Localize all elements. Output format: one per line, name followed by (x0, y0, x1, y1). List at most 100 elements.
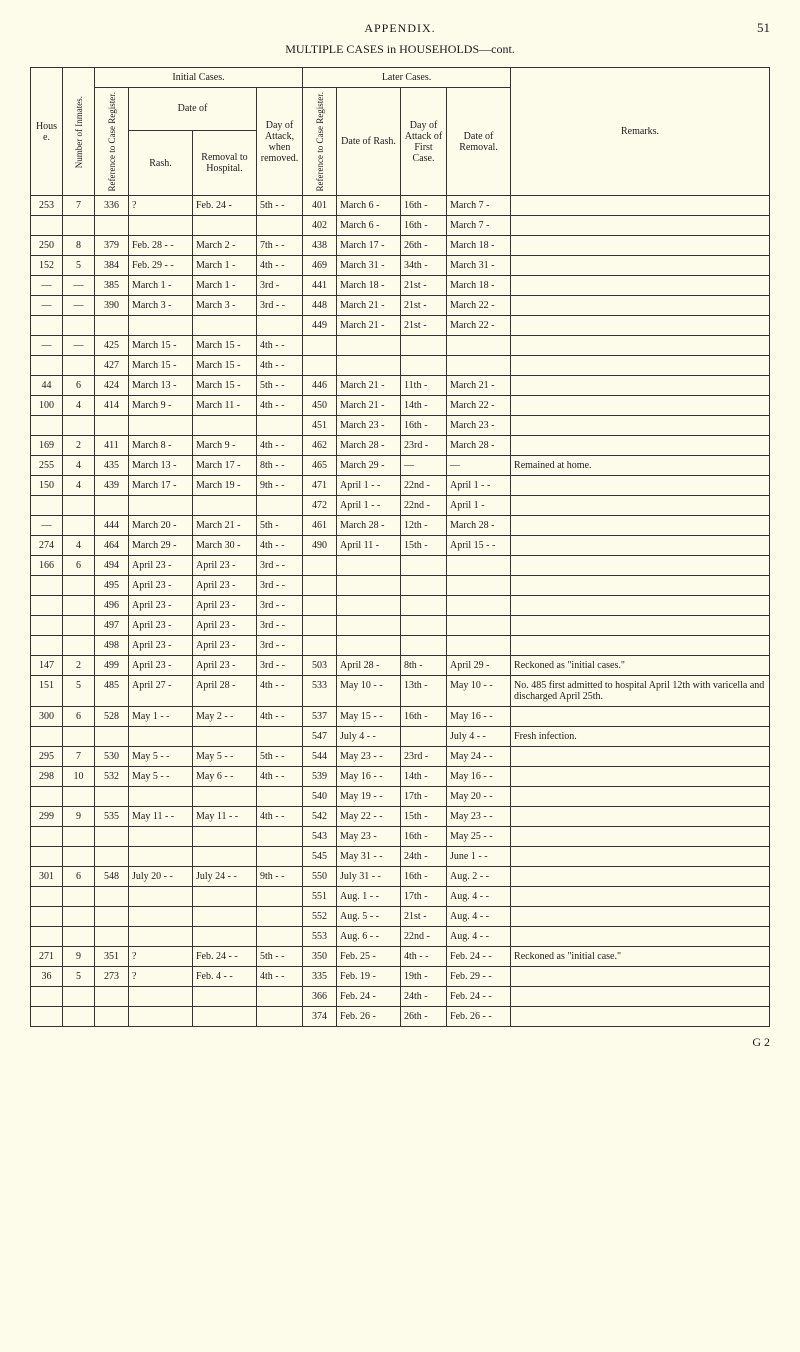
cell-rash: March 8 - (129, 436, 193, 456)
cell-house: — (31, 276, 63, 296)
cell-remarks (511, 787, 770, 807)
cell-removal: May 5 - - (193, 747, 257, 767)
cell-remarks (511, 887, 770, 907)
table-row: 498April 23 -April 23 -3rd - - (31, 636, 770, 656)
cell-ref (95, 927, 129, 947)
col-remarks: Remarks. (511, 68, 770, 196)
cell-dremoval: March 31 - (447, 256, 511, 276)
cell-dremoval: Aug. 4 - - (447, 927, 511, 947)
cell-dfirst: 14th - (401, 767, 447, 787)
cell-remarks (511, 416, 770, 436)
cell-removal: March 9 - (193, 436, 257, 456)
cell-dremoval: — (447, 456, 511, 476)
cell-drash: July 31 - - (337, 867, 401, 887)
cell-drash: Feb. 24 - (337, 987, 401, 1007)
cell-ref2 (303, 596, 337, 616)
cell-rash: March 3 - (129, 296, 193, 316)
cell-ref: 351 (95, 947, 129, 967)
cell-ref2: 374 (303, 1007, 337, 1027)
cases-table: House. Number of Inmates. Initial Cases.… (30, 67, 770, 1027)
cell-dfirst: 16th - (401, 196, 447, 216)
table-row: 497April 23 -April 23 -3rd - - (31, 616, 770, 636)
cell-ref2: 402 (303, 216, 337, 236)
cell-dfirst: 21st - (401, 296, 447, 316)
cell-dremoval: Aug. 2 - - (447, 867, 511, 887)
cell-house: 274 (31, 536, 63, 556)
cell-day: 3rd - - (257, 596, 303, 616)
cell-day: 3rd - - (257, 296, 303, 316)
cell-rash: April 23 - (129, 636, 193, 656)
cell-drash: March 21 - (337, 316, 401, 336)
cell-dfirst: 15th - (401, 807, 447, 827)
cell-dfirst: 17th - (401, 887, 447, 907)
table-row: 552Aug. 5 - -21st -Aug. 4 - - (31, 907, 770, 927)
cell-day: 4th - - (257, 256, 303, 276)
cell-inmates (63, 216, 95, 236)
col-inmates: Number of Inmates. (63, 68, 95, 196)
cell-inmates (63, 496, 95, 516)
cell-ref (95, 987, 129, 1007)
cell-dfirst (401, 596, 447, 616)
cell-drash: March 21 - (337, 396, 401, 416)
table-row: 1666494April 23 -April 23 -3rd - - (31, 556, 770, 576)
cell-rash (129, 496, 193, 516)
cell-rash: April 27 - (129, 676, 193, 707)
cell-ref: 485 (95, 676, 129, 707)
cell-remarks (511, 596, 770, 616)
cell-dremoval: Aug. 4 - - (447, 907, 511, 927)
table-row: 446424March 13 -March 15 -5th - -446Marc… (31, 376, 770, 396)
cell-ref2: 490 (303, 536, 337, 556)
cell-rash: March 13 - (129, 456, 193, 476)
cell-day (257, 416, 303, 436)
cell-dremoval (447, 596, 511, 616)
cell-dfirst: 16th - (401, 867, 447, 887)
cell-rash: April 23 - (129, 556, 193, 576)
cell-inmates: 9 (63, 947, 95, 967)
cell-ref: 435 (95, 456, 129, 476)
table-row: 366Feb. 24 -24th -Feb. 24 - - (31, 987, 770, 1007)
cell-removal: March 1 - (193, 276, 257, 296)
cell-house: 169 (31, 436, 63, 456)
cell-drash: March 17 - (337, 236, 401, 256)
page-header: APPENDIX. 51 (30, 20, 770, 36)
cell-ref2 (303, 336, 337, 356)
cell-dfirst: 22nd - (401, 496, 447, 516)
cell-removal: March 15 - (193, 376, 257, 396)
cell-remarks (511, 396, 770, 416)
cell-ref: 497 (95, 616, 129, 636)
cell-dfirst: 4th - - (401, 947, 447, 967)
cell-drash: April 28 - (337, 656, 401, 676)
cell-day: 4th - - (257, 436, 303, 456)
cell-dfirst: 24th - (401, 847, 447, 867)
cell-drash: March 21 - (337, 376, 401, 396)
col-daterash: Date of Rash. (337, 88, 401, 196)
cell-remarks (511, 376, 770, 396)
cell-ref2: 540 (303, 787, 337, 807)
cell-ref: 424 (95, 376, 129, 396)
cell-dfirst: 21st - (401, 907, 447, 927)
table-row: 2537336?Feb. 24 -5th - -401March 6 -16th… (31, 196, 770, 216)
cell-day: 9th - - (257, 867, 303, 887)
cell-dremoval (447, 336, 511, 356)
cell-inmates: 5 (63, 676, 95, 707)
cell-house (31, 887, 63, 907)
cell-remarks (511, 236, 770, 256)
cell-inmates: 2 (63, 436, 95, 456)
cell-ref2: 469 (303, 256, 337, 276)
cell-dremoval (447, 576, 511, 596)
cell-rash (129, 727, 193, 747)
page-footer: G 2 (30, 1035, 770, 1050)
cell-house: 271 (31, 947, 63, 967)
cell-drash: March 31 - (337, 256, 401, 276)
cell-ref (95, 887, 129, 907)
cell-ref2: 450 (303, 396, 337, 416)
cell-day (257, 1007, 303, 1027)
cell-rash: April 23 - (129, 656, 193, 676)
cell-remarks (511, 276, 770, 296)
cell-remarks (511, 536, 770, 556)
cell-inmates: 5 (63, 256, 95, 276)
cell-dremoval: April 1 - - (447, 476, 511, 496)
cell-day: 3rd - - (257, 616, 303, 636)
cell-ref (95, 316, 129, 336)
cell-removal: March 17 - (193, 456, 257, 476)
